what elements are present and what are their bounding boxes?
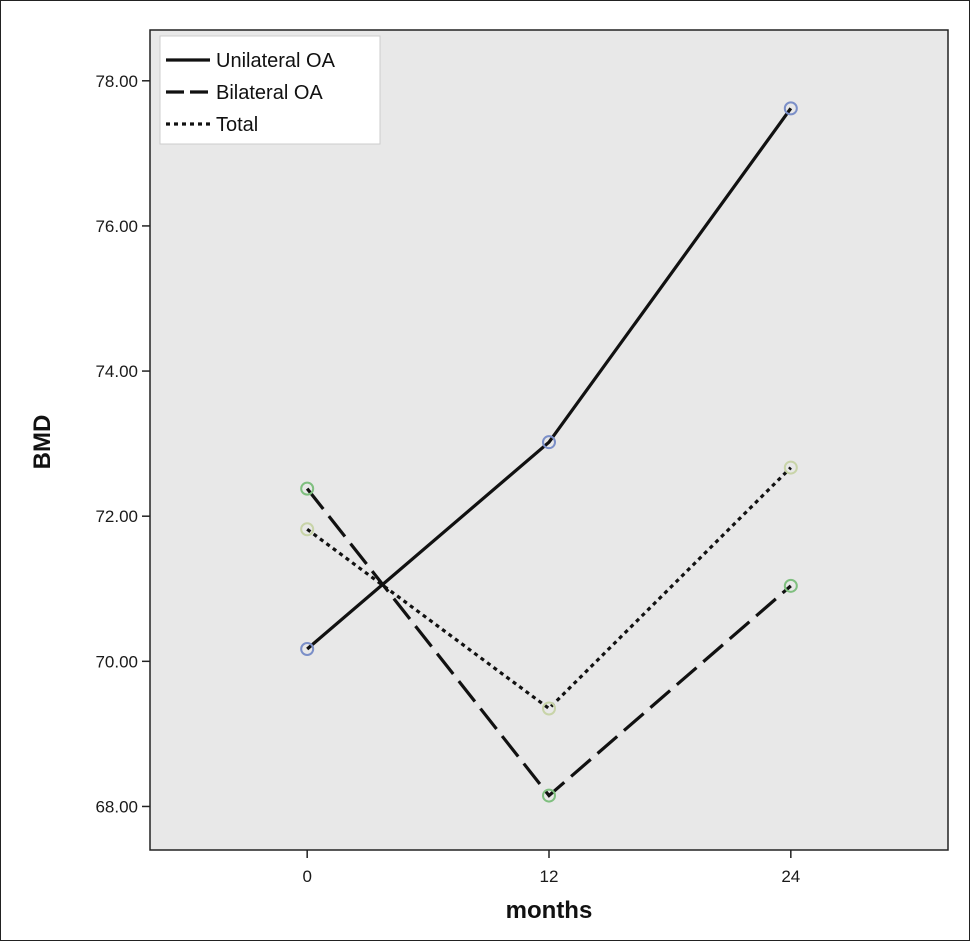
- y-tick-label: 70.00: [95, 652, 138, 671]
- series-2-point: [300, 481, 315, 496]
- legend: Unilateral OA Bilateral OA Total: [159, 35, 381, 145]
- plot-area: [149, 29, 949, 851]
- series-2-point: [783, 578, 798, 593]
- series-1-point: [783, 101, 798, 116]
- series-2-point: [542, 788, 556, 803]
- y-tick-label: 78.00: [95, 72, 138, 91]
- series-line-1: [306, 107, 793, 651]
- legend-label: Unilateral OA: [216, 50, 336, 72]
- x-tick-label: 0: [302, 867, 311, 886]
- y-axis-ticks: 68.00 70.00 72.00 74.00 76.00 78.00: [95, 72, 150, 816]
- series-3-point: [300, 522, 315, 537]
- series-line-2: [305, 487, 792, 798]
- series-layer: [300, 101, 798, 803]
- x-axis-title: months: [506, 897, 593, 924]
- legend-label: Total: [216, 114, 258, 136]
- series-line-3: [306, 466, 792, 711]
- legend-box: [159, 35, 381, 145]
- y-axis-title: BMD: [29, 415, 56, 470]
- x-tick-label: 24: [781, 867, 800, 886]
- legend-label: Bilateral OA: [216, 82, 323, 104]
- y-tick-label: 72.00: [95, 507, 138, 526]
- series-3-point: [542, 701, 556, 716]
- x-tick-label: 12: [540, 867, 559, 886]
- y-tick-label: 74.00: [95, 362, 138, 381]
- series-3-point: [783, 460, 798, 475]
- y-tick-label: 76.00: [95, 217, 138, 236]
- x-axis-ticks: 0 12 24: [302, 850, 800, 886]
- y-tick-label: 68.00: [95, 797, 138, 816]
- series-1-point: [300, 641, 315, 656]
- series-1-point: [542, 435, 556, 450]
